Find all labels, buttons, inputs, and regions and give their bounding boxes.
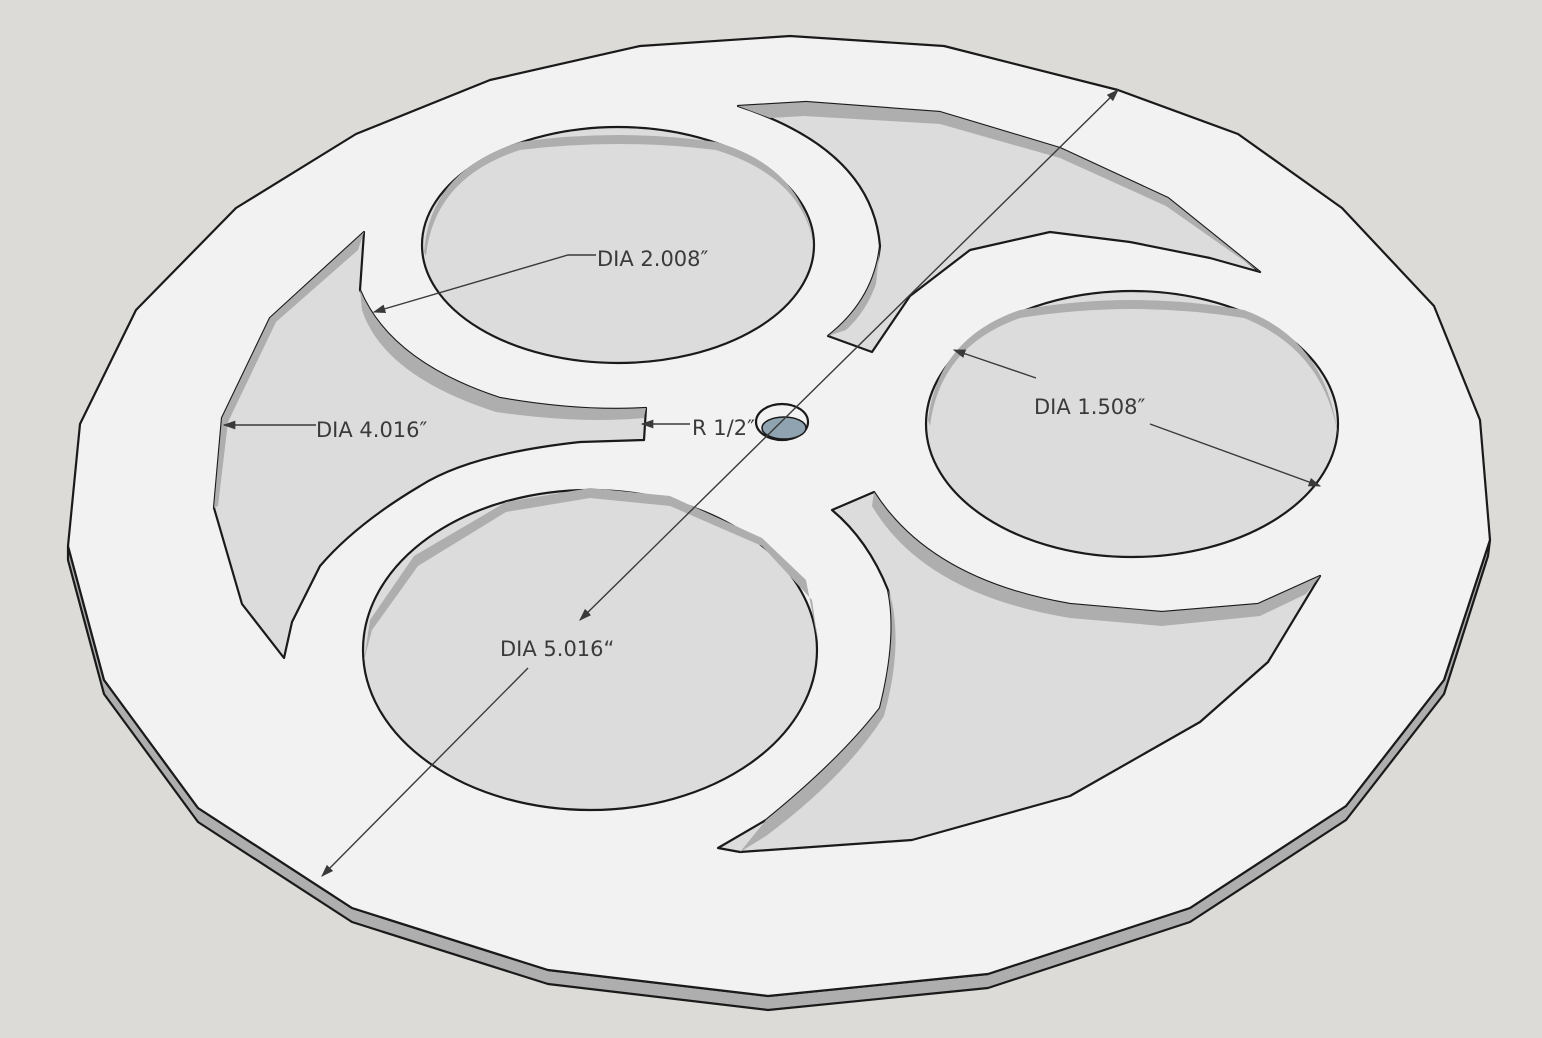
center-hole xyxy=(754,402,810,442)
dimension-small-circle-label: DIA 2.008″ xyxy=(597,247,709,271)
dimension-right-circle-label: DIA 1.508″ xyxy=(1034,395,1146,419)
dimension-outer-arc: DIA 4.016″ xyxy=(222,418,428,442)
dimension-small-circle: DIA 2.008″ xyxy=(372,247,709,314)
cutout-top-left-circle xyxy=(420,125,816,365)
dimension-right-circle: DIA 1.508″ xyxy=(952,349,1322,487)
dimension-overall-label: DIA 5.016“ xyxy=(500,637,614,661)
dimension-overall-diameter: DIA 5.016“ xyxy=(321,89,1119,877)
cutout-right-circle xyxy=(924,289,1340,559)
dimension-radius: R 1/2″ xyxy=(640,416,755,440)
dimension-radius-label: R 1/2″ xyxy=(692,416,755,440)
dimension-outer-arc-label: DIA 4.016″ xyxy=(316,418,428,442)
